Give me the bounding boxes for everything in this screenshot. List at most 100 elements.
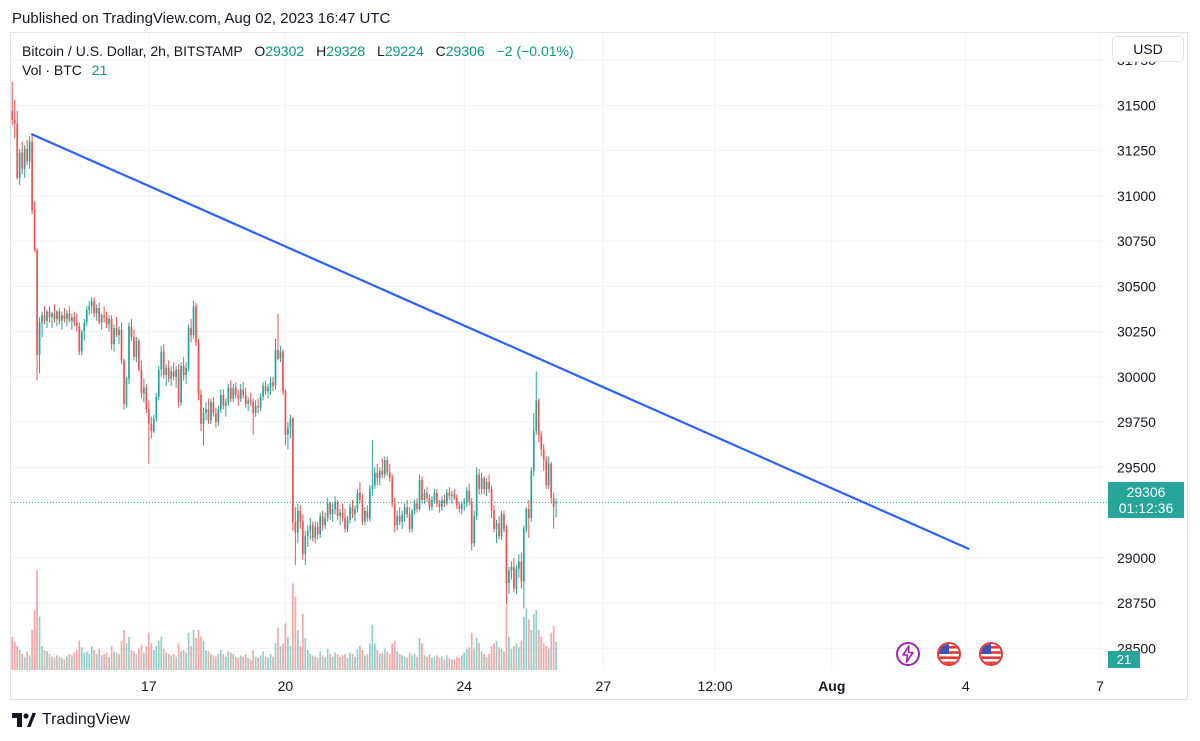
volume-bar xyxy=(115,652,118,670)
volume-bar xyxy=(468,647,471,670)
candle-body xyxy=(532,431,535,471)
volume-bar xyxy=(249,659,252,670)
candle-body xyxy=(525,508,528,529)
volume-bar xyxy=(311,655,314,670)
volume-bar xyxy=(406,658,408,670)
candle-body xyxy=(401,514,404,522)
volume-bar xyxy=(38,616,41,670)
candle-body xyxy=(219,394,222,410)
volume-bar xyxy=(33,610,36,670)
candle-body xyxy=(470,501,473,544)
price-axis: 3175031500312503100030750305003025030000… xyxy=(1117,52,1156,656)
candle-body xyxy=(413,503,416,511)
volume-bar xyxy=(18,650,21,670)
candle-body xyxy=(530,470,533,518)
candle-body xyxy=(11,110,14,120)
volume-bar xyxy=(53,658,56,670)
volume-bar xyxy=(222,654,225,670)
y-tick-label: 30750 xyxy=(1117,233,1156,249)
candle-body xyxy=(224,402,227,406)
grid-lines xyxy=(11,33,1105,670)
volume-bar xyxy=(212,655,215,670)
candle-body xyxy=(130,326,133,338)
y-tick-label: 29750 xyxy=(1117,414,1156,430)
volume-bar xyxy=(413,654,416,670)
volume-bar xyxy=(237,658,240,670)
candle-body xyxy=(105,317,108,325)
volume-bar xyxy=(274,643,277,670)
volume-bar xyxy=(133,651,135,670)
volume-bar xyxy=(450,659,453,670)
volume-bar xyxy=(403,656,406,670)
volume-bar xyxy=(130,650,133,670)
candle-body xyxy=(518,561,520,569)
candle-body xyxy=(341,512,344,518)
candles xyxy=(11,81,558,609)
volume-bar xyxy=(21,654,24,670)
us-flag-event-icon[interactable] xyxy=(937,642,961,666)
volume-bar xyxy=(143,652,145,670)
candle-body xyxy=(339,512,341,517)
volume-bar xyxy=(401,655,404,670)
brand-name: TradingView xyxy=(42,711,131,728)
low-value: 29224 xyxy=(384,43,424,59)
volume-bar xyxy=(356,648,359,670)
volume-bar xyxy=(185,652,187,670)
volume-bar xyxy=(299,646,302,670)
volume-bar xyxy=(537,630,540,670)
candle-body xyxy=(242,389,245,395)
candle-body xyxy=(547,463,550,486)
candle-body xyxy=(23,148,26,169)
candle-body xyxy=(388,472,391,479)
lightning-event-icon[interactable] xyxy=(896,642,920,666)
volume-bar xyxy=(346,658,349,670)
volume-bar xyxy=(421,643,423,670)
candle-body xyxy=(229,387,232,399)
volume-bar xyxy=(441,656,443,670)
candle-body xyxy=(61,315,63,321)
candle-body xyxy=(200,394,202,424)
volume-bar xyxy=(180,651,182,670)
volume-bar xyxy=(547,648,550,670)
volume-bar xyxy=(336,654,339,670)
candle-body xyxy=(13,119,16,124)
volume-bar xyxy=(118,654,120,670)
candle-body xyxy=(190,327,192,336)
candle-body xyxy=(369,489,371,518)
volume-bar xyxy=(234,656,237,670)
x-tick-label: 20 xyxy=(278,678,294,694)
candle-body xyxy=(147,409,150,424)
currency-button[interactable]: USD xyxy=(1112,36,1184,62)
us-flag-event-icon[interactable] xyxy=(979,642,1003,666)
volume-bar xyxy=(418,638,421,670)
candle-body xyxy=(172,371,175,377)
candle-body xyxy=(478,474,481,490)
candle-body xyxy=(180,365,182,403)
candle-body xyxy=(284,391,287,435)
legend-volume-row: Vol · BTC 21 xyxy=(22,61,574,80)
volume-bar xyxy=(522,616,525,670)
lightning-glyph xyxy=(902,645,914,663)
candle-body xyxy=(443,499,446,504)
volume-bar xyxy=(351,654,354,670)
volume-bar xyxy=(289,646,292,670)
volume-bar xyxy=(520,640,523,670)
tradingview-logo[interactable]: TradingView xyxy=(12,711,130,729)
candle-body xyxy=(292,418,294,522)
candle-body xyxy=(542,449,545,461)
candle-body xyxy=(46,311,48,321)
candle-body xyxy=(426,492,428,499)
candle-body xyxy=(207,409,210,421)
volume-bar xyxy=(426,656,428,670)
candle-body xyxy=(267,387,269,392)
candle-body xyxy=(306,530,309,537)
candle-body xyxy=(182,365,185,376)
candle-body xyxy=(403,507,406,515)
candle-body xyxy=(33,210,36,251)
candle-body xyxy=(555,502,558,504)
candle-body xyxy=(227,387,230,403)
volume-bar xyxy=(264,656,267,670)
candle-body xyxy=(118,329,120,336)
volume-bar xyxy=(167,654,170,670)
